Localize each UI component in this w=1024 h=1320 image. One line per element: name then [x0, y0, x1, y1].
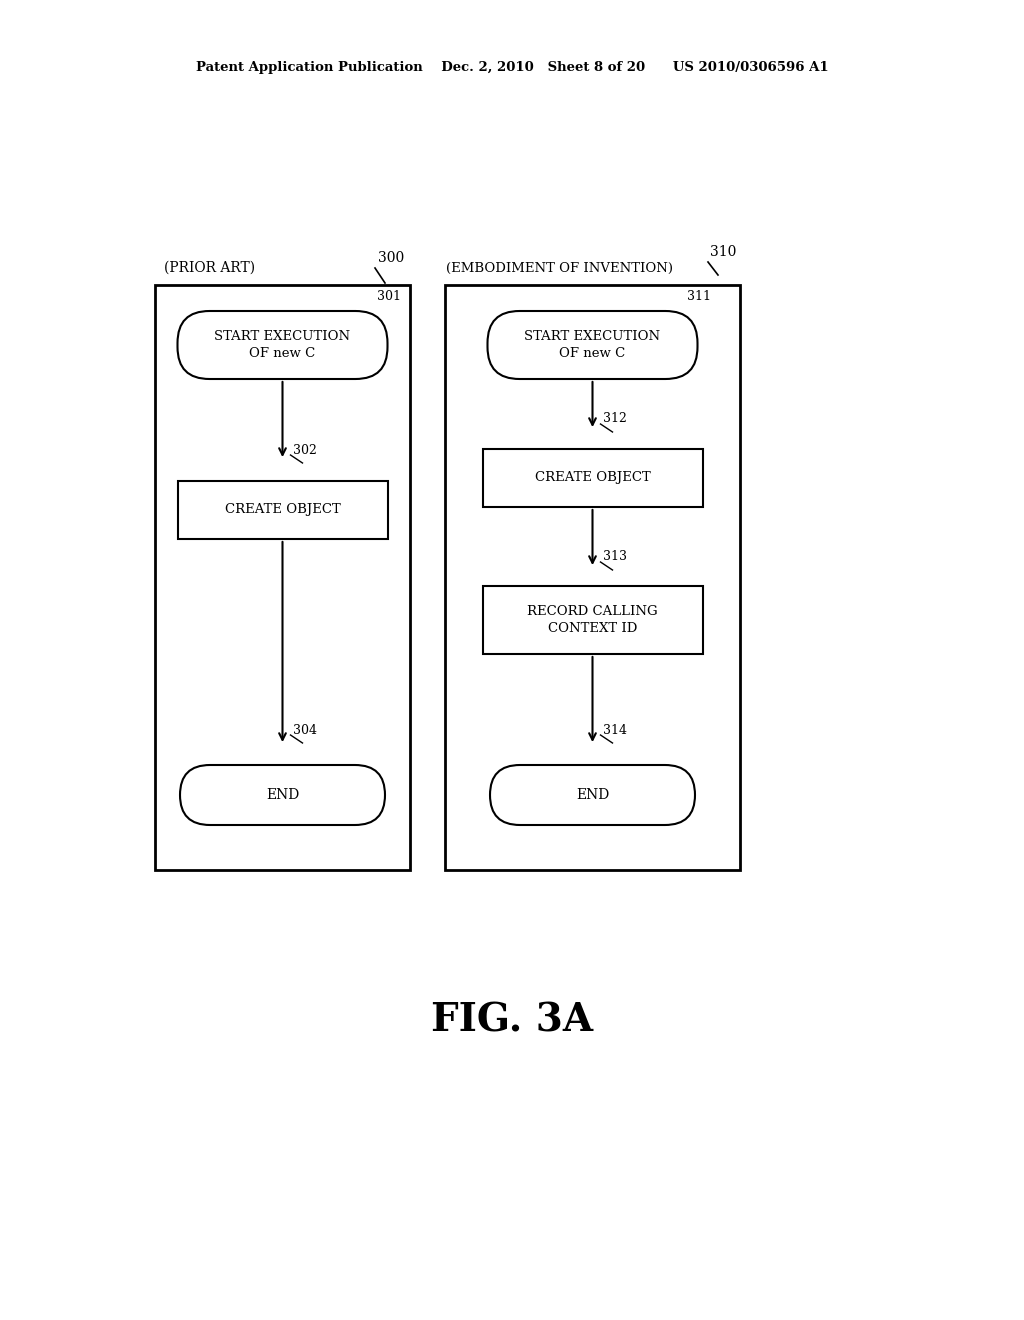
- Bar: [445, 285, 740, 870]
- Text: (PRIOR ART): (PRIOR ART): [165, 261, 256, 275]
- Text: CREATE OBJECT: CREATE OBJECT: [224, 503, 340, 516]
- Text: CREATE OBJECT: CREATE OBJECT: [535, 471, 650, 484]
- Text: RECORD CALLING
CONTEXT ID: RECORD CALLING CONTEXT ID: [527, 605, 657, 635]
- Bar: [177, 480, 387, 539]
- Text: (EMBODIMENT OF INVENTION): (EMBODIMENT OF INVENTION): [446, 261, 674, 275]
- Text: 304: 304: [293, 723, 316, 737]
- Text: 300: 300: [378, 251, 404, 265]
- Bar: [482, 449, 702, 507]
- Text: START EXECUTION
OF new C: START EXECUTION OF new C: [214, 330, 350, 360]
- Text: Patent Application Publication    Dec. 2, 2010   Sheet 8 of 20      US 2010/0306: Patent Application Publication Dec. 2, 2…: [196, 62, 828, 74]
- Bar: [155, 285, 410, 870]
- Text: 312: 312: [602, 412, 627, 425]
- Text: 301: 301: [378, 290, 401, 304]
- FancyBboxPatch shape: [180, 766, 385, 825]
- Text: 302: 302: [293, 444, 316, 457]
- FancyBboxPatch shape: [177, 312, 387, 379]
- Text: 311: 311: [687, 290, 712, 304]
- FancyBboxPatch shape: [487, 312, 697, 379]
- Text: FIG. 3A: FIG. 3A: [431, 1001, 593, 1039]
- Text: END: END: [266, 788, 299, 803]
- Text: 310: 310: [710, 246, 736, 259]
- Text: START EXECUTION
OF new C: START EXECUTION OF new C: [524, 330, 660, 360]
- Text: 314: 314: [602, 723, 627, 737]
- Text: 313: 313: [602, 550, 627, 564]
- Text: END: END: [575, 788, 609, 803]
- Bar: [482, 586, 702, 653]
- FancyBboxPatch shape: [490, 766, 695, 825]
